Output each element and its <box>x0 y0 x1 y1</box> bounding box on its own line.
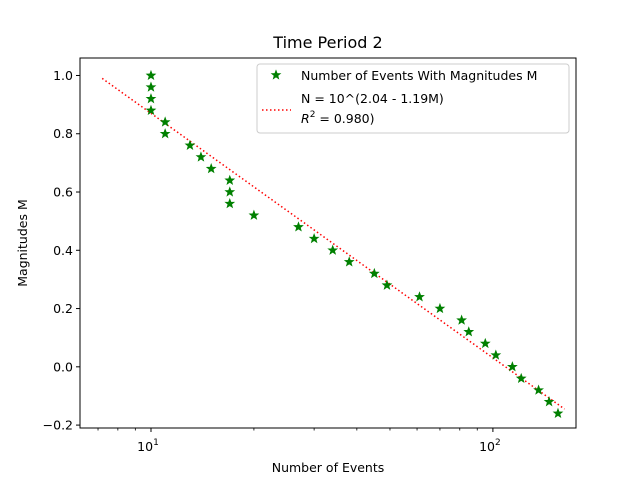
r2-symbol: R <box>301 111 310 126</box>
y-axis-label: Magnitudes M <box>15 199 30 287</box>
data-point <box>552 407 564 419</box>
data-point <box>327 244 339 255</box>
plot-frame <box>79 57 577 429</box>
data-point <box>368 267 380 279</box>
data-point <box>343 256 355 267</box>
data-points <box>145 69 564 419</box>
data-point <box>248 209 260 220</box>
chart-title: Time Period 2 <box>272 33 382 52</box>
x-axis-label: Number of Events <box>272 460 385 475</box>
data-point <box>463 326 475 337</box>
data-point <box>515 372 527 384</box>
y-tick-label: 0.8 <box>53 126 73 141</box>
y-tick-label: 0.6 <box>53 185 73 200</box>
y-tick-label: 0.0 <box>53 359 73 374</box>
data-point <box>434 302 446 314</box>
data-point <box>490 349 502 360</box>
data-point <box>224 186 236 197</box>
data-point <box>414 291 425 302</box>
data-point <box>381 279 393 290</box>
y-tick-label: −0.2 <box>43 418 73 433</box>
legend-star-icon <box>270 69 282 80</box>
data-point <box>293 221 304 232</box>
data-point <box>543 396 555 407</box>
legend-label-events: Number of Events With Magnitudes M <box>301 68 537 83</box>
y-tick-label: 0.4 <box>53 243 73 258</box>
data-point <box>479 337 491 349</box>
y-tick-label: 1.0 <box>53 68 73 83</box>
data-point <box>224 174 236 185</box>
data-point <box>145 69 157 81</box>
data-point <box>145 104 157 116</box>
data-point <box>145 93 157 104</box>
legend-label-fit-line1: N = 10^(2.04 - 1.19M) <box>301 91 444 106</box>
data-point <box>456 314 467 325</box>
fit-line <box>101 77 565 410</box>
legend-box <box>256 63 570 134</box>
data-point <box>195 151 207 162</box>
fit-line-layer <box>101 77 565 410</box>
x-tick-label: 102 <box>479 438 501 454</box>
data-point <box>533 384 544 395</box>
data-point <box>224 198 236 209</box>
x-tick-label: 101 <box>137 438 159 454</box>
data-point <box>308 232 320 244</box>
y-tick-label: 0.2 <box>53 301 73 316</box>
data-point <box>159 116 171 127</box>
legend-label-fit-line2: R2 = 0.980) <box>301 110 375 126</box>
data-point <box>145 81 157 92</box>
data-point <box>506 361 518 372</box>
data-point <box>159 128 171 139</box>
r2-superscript: 2 <box>310 110 316 120</box>
data-point <box>184 139 196 150</box>
r2-value: = 0.980) <box>315 111 374 126</box>
data-point <box>205 163 217 174</box>
legend-marker-events <box>270 69 282 80</box>
x-axis-ticks: 101 102 <box>97 428 501 454</box>
y-axis-ticks: −0.2 0.0 0.2 0.4 0.6 0.8 1.0 <box>43 68 80 433</box>
legend: Number of Events With Magnitudes M N = 1… <box>256 63 570 134</box>
